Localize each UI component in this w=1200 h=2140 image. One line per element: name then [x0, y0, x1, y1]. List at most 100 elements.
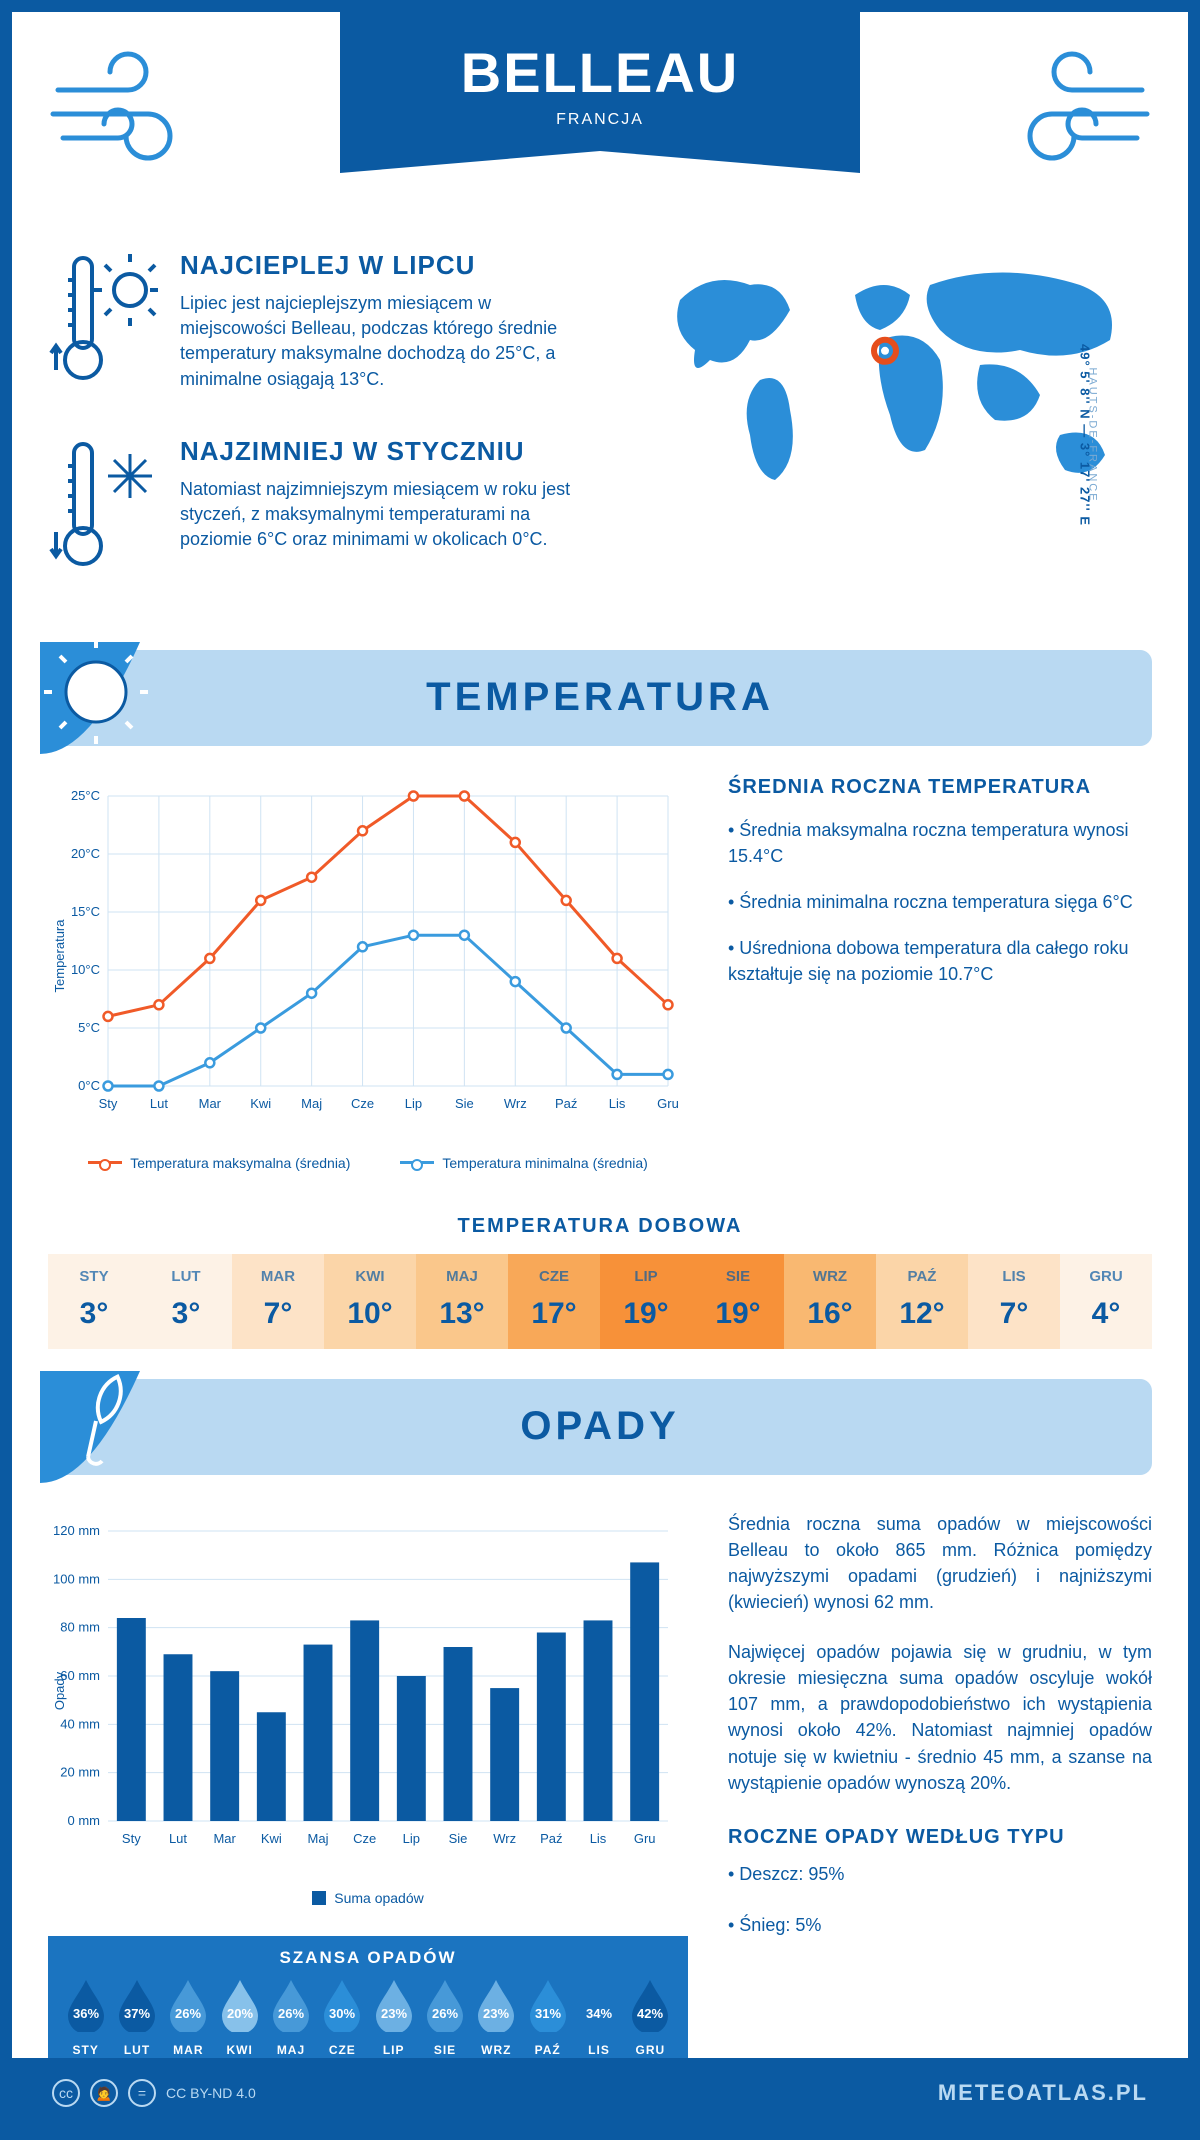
svg-text:Sie: Sie — [455, 1096, 474, 1111]
chance-month: MAJ — [267, 2043, 314, 2057]
svg-text:Kwi: Kwi — [250, 1096, 271, 1111]
precip-type-title: ROCZNE OPADY WEDŁUG TYPU — [728, 1826, 1152, 1849]
precip-type-bullet: • Śnieg: 5% — [728, 1912, 1152, 1939]
svg-text:Maj: Maj — [308, 1831, 329, 1846]
daily-value: 10° — [324, 1297, 416, 1331]
chance-month: GRU — [627, 2043, 674, 2057]
country-name: FRANCJA — [360, 111, 840, 129]
svg-text:Gru: Gru — [657, 1096, 679, 1111]
chance-month: LUT — [113, 2043, 160, 2057]
daily-month: GRU — [1060, 1268, 1152, 1285]
svg-text:20 mm: 20 mm — [60, 1764, 100, 1779]
daily-temp-cell: LUT3° — [140, 1254, 232, 1349]
precip-legend-label: Suma opadów — [334, 1890, 424, 1906]
fact-warmest-text: Lipiec jest najcieplejszym miesiącem w m… — [180, 291, 588, 392]
fact-coldest-text: Natomiast najzimniejszym miesiącem w rok… — [180, 477, 588, 553]
title-ribbon: BELLEAU FRANCJA — [340, 12, 860, 151]
drop-icon: 42% — [628, 1978, 672, 2032]
daily-value: 7° — [232, 1297, 324, 1331]
svg-text:Opady: Opady — [52, 1671, 67, 1710]
temperature-section-title: TEMPERATURA — [426, 675, 774, 720]
chance-month: LIS — [575, 2043, 622, 2057]
drop-icon: 31% — [526, 1978, 570, 2032]
daily-temp-cell: LIP19° — [600, 1254, 692, 1349]
chance-month: WRZ — [473, 2043, 520, 2057]
svg-text:15°C: 15°C — [71, 904, 100, 919]
daily-value: 17° — [508, 1297, 600, 1331]
svg-text:10°C: 10°C — [71, 962, 100, 977]
svg-text:Mar: Mar — [199, 1096, 222, 1111]
daily-month: CZE — [508, 1268, 600, 1285]
chance-cell: 37% LUT — [113, 1978, 160, 2057]
svg-text:Lip: Lip — [405, 1096, 422, 1111]
chance-month: LIP — [370, 2043, 417, 2057]
svg-text:Kwi: Kwi — [261, 1831, 282, 1846]
chance-cell: 30%CZE — [319, 1978, 366, 2057]
precip-left-column: 0 mm20 mm40 mm60 mm80 mm100 mm120 mmStyL… — [48, 1511, 688, 2067]
drop-icon: 30% — [320, 1978, 364, 2032]
legend-min-label: Temperatura minimalna (średnia) — [442, 1155, 647, 1171]
fact-warmest: NAJCIEPLEJ W LIPCU Lipiec jest najcieple… — [48, 250, 588, 392]
site-name: METEOATLAS.PL — [938, 2080, 1148, 2106]
daily-month: MAJ — [416, 1268, 508, 1285]
precip-type-bullet: • Deszcz: 95% — [728, 1861, 1152, 1888]
daily-value: 19° — [692, 1297, 784, 1331]
chance-cell: 20%KWI — [216, 1978, 263, 2057]
legend-item: Temperatura minimalna (średnia) — [400, 1155, 647, 1171]
daily-month: STY — [48, 1268, 140, 1285]
wind-icon — [48, 50, 198, 170]
svg-text:Lut: Lut — [150, 1096, 168, 1111]
svg-text:80 mm: 80 mm — [60, 1619, 100, 1634]
svg-text:0 mm: 0 mm — [68, 1813, 101, 1828]
drop-icon: 26% — [269, 1978, 313, 2032]
daily-month: LIP — [600, 1268, 692, 1285]
daily-temp-cell: LIS 7° — [968, 1254, 1060, 1349]
svg-text:23%: 23% — [483, 2006, 509, 2021]
svg-text:34%: 34% — [586, 2006, 612, 2021]
svg-text:Wrz: Wrz — [504, 1096, 527, 1111]
daily-value: 4° — [1060, 1297, 1152, 1331]
daily-month: LIS — [968, 1268, 1060, 1285]
temperature-section-bar: TEMPERATURA — [48, 650, 1152, 746]
chance-cell: 26% MAJ — [267, 1978, 314, 2057]
daily-month: MAR — [232, 1268, 324, 1285]
chance-month: KWI — [216, 2043, 263, 2057]
svg-text:25°C: 25°C — [71, 788, 100, 803]
legend-max-label: Temperatura maksymalna (średnia) — [130, 1155, 350, 1171]
temp-info-bullet: • Średnia minimalna roczna temperatura s… — [728, 889, 1152, 915]
drop-icon: 26% — [166, 1978, 210, 2032]
chance-month: PAŹ — [524, 2043, 571, 2057]
svg-text:Gru: Gru — [634, 1831, 656, 1846]
chance-cell: 26%SIE — [421, 1978, 468, 2057]
svg-text:Lis: Lis — [590, 1831, 607, 1846]
chance-cell: 26%MAR — [165, 1978, 212, 2057]
daily-value: 7° — [968, 1297, 1060, 1331]
chance-cell: 34% LIS — [575, 1978, 622, 2057]
daily-month: SIE — [692, 1268, 784, 1285]
thermometer-snow-icon — [48, 436, 158, 576]
page: BELLEAU FRANCJA — [0, 0, 1200, 2140]
temp-info-title: ŚREDNIA ROCZNA TEMPERATURA — [728, 776, 1152, 799]
drop-icon: 36% — [64, 1978, 108, 2032]
svg-text:5°C: 5°C — [78, 1020, 100, 1035]
precip-info: Średnia roczna suma opadów w miejscowośc… — [728, 1511, 1152, 2067]
fact-coldest-title: NAJZIMNIEJ W STYCZNIU — [180, 436, 588, 467]
world-map-icon — [628, 250, 1152, 530]
header: BELLEAU FRANCJA — [48, 30, 1152, 210]
svg-text:37%: 37% — [124, 2006, 150, 2021]
precip-section-bar: OPADY — [48, 1379, 1152, 1475]
drop-icon: 26% — [423, 1978, 467, 2032]
wind-icon — [1002, 50, 1152, 170]
chance-cell: 23%LIP — [370, 1978, 417, 2057]
svg-text:100 mm: 100 mm — [53, 1571, 100, 1586]
svg-text:Lut: Lut — [169, 1831, 187, 1846]
svg-text:Cze: Cze — [353, 1831, 376, 1846]
daily-temp-cell: MAJ13° — [416, 1254, 508, 1349]
svg-text:Cze: Cze — [351, 1096, 374, 1111]
license-text: CC BY-ND 4.0 — [166, 2085, 256, 2101]
facts-column: NAJCIEPLEJ W LIPCU Lipiec jest najcieple… — [48, 250, 588, 620]
svg-text:120 mm: 120 mm — [53, 1523, 100, 1538]
svg-text:Lip: Lip — [403, 1831, 420, 1846]
drop-icon: 34% — [577, 1978, 621, 2032]
region-text: HAUTS-DE-FRANCE — [1086, 367, 1098, 502]
